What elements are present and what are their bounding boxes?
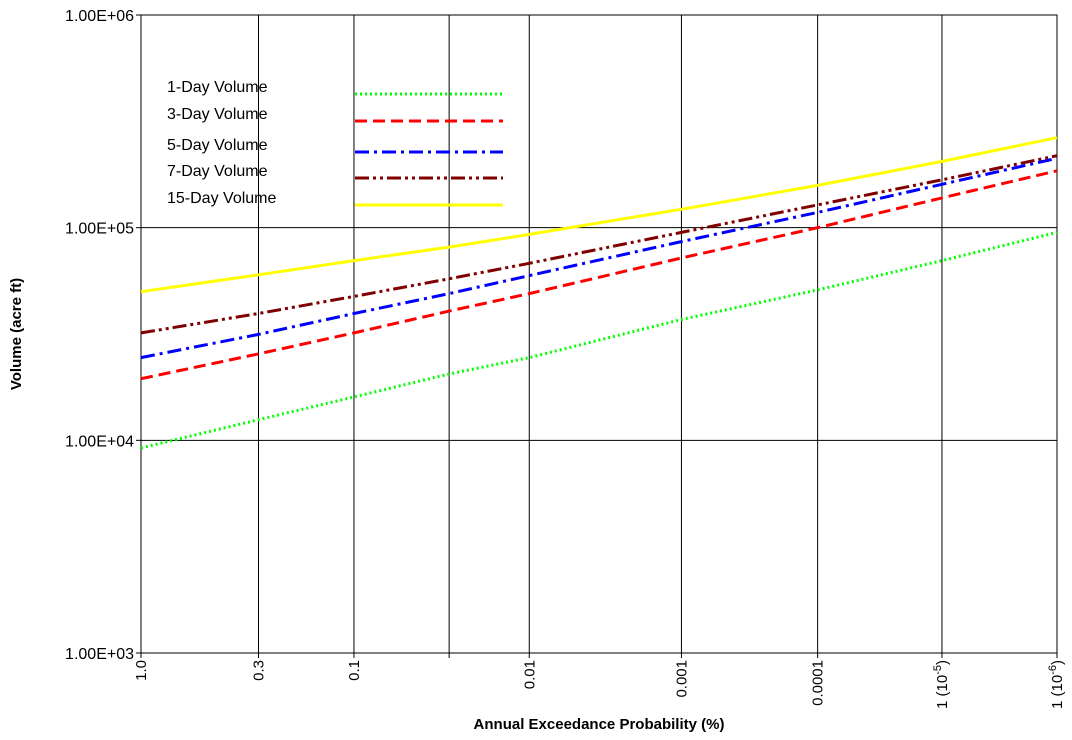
x-tick-label: 0.0001 [810,660,827,706]
y-tick-label: 1.00E+03 [65,646,134,663]
legend-label: 5-Day Volume [167,137,268,154]
series-line-3 [140,156,1058,360]
series-line-1 [140,230,1058,450]
x-tick-label: 0.3 [250,660,267,681]
series-lines [140,136,1058,450]
x-tick-label: 0.01 [521,660,538,689]
series-line-2 [140,169,1058,381]
x-tick-label: 1.0 [133,660,150,681]
x-tick-label: 0.1 [346,660,363,681]
series-line-5 [140,136,1058,294]
series-line-4 [140,154,1058,335]
y-tick-label: 1.00E+06 [65,8,134,25]
x-axis-ticks: 1.0 0.3 0.1 0.01 0.001 0.0001 1 (10-5) 1 (10-6) [133,653,1066,709]
plot-area [140,14,1058,654]
y-axis-ticks: 1.00E+03 1.00E+04 1.00E+05 1.00E+06 [65,8,141,663]
x-axis-title: Annual Exceedance Probability (%) [474,716,725,733]
y-axis-title: Volume (acre ft) [8,278,25,390]
x-tick-label: 1 (10-6) [1047,660,1066,709]
legend-label: 7-Day Volume [167,163,268,180]
legend-label: 15-Day Volume [167,190,276,207]
y-tick-label: 1.00E+05 [65,221,134,238]
gridlines [140,14,1058,654]
y-tick-label: 1.00E+04 [65,433,134,450]
legend-label: 1-Day Volume [167,79,268,96]
legend-label: 3-Day Volume [167,106,268,123]
legend: 1-Day Volume 3-Day Volume 5-Day Volume 7-Da… [167,79,503,207]
x-tick-label: 1 (10-5) [932,660,951,709]
x-tick-label: 0.001 [673,660,690,698]
